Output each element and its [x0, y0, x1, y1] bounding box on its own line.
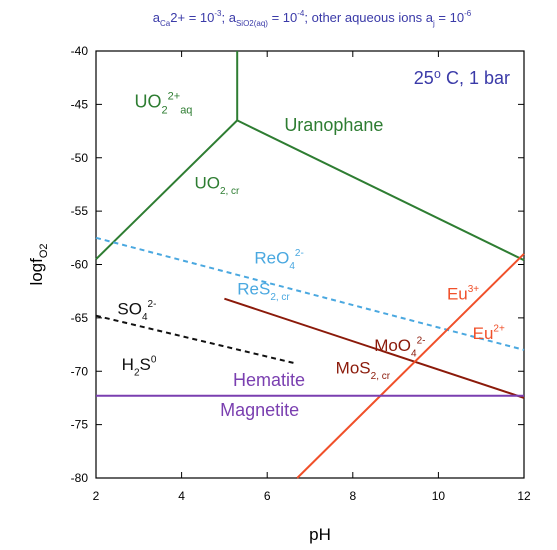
label-h2s-part: 0 [151, 355, 157, 366]
diagram-header-part: = 10 [435, 10, 464, 25]
x-tick-label: 12 [517, 489, 531, 503]
label-uo2aq-part: UO [135, 92, 162, 112]
label-uo2aq-part: 2+ [168, 90, 181, 102]
label-uranophane-part: Uranophane [284, 115, 383, 135]
label-hematite-part: Hematite [233, 370, 305, 390]
label-mos2: MoS2, cr [336, 358, 391, 381]
y-tick-label: -55 [71, 204, 89, 218]
label-moo4-part: 2- [417, 335, 426, 346]
label-eu3: Eu3+ [447, 284, 479, 304]
label-magnetite: Magnetite [220, 400, 299, 420]
boundary-so4-h2s [95, 314, 298, 365]
x-tick-label: 4 [178, 489, 185, 503]
label-res2-part: 2, cr [270, 292, 290, 303]
diagram-header-part: j [432, 19, 435, 28]
label-hematite: Hematite [233, 370, 305, 390]
diagram-header-part: ; other aqueous ions a [304, 10, 433, 25]
boundary-reo4-res2 [95, 236, 525, 351]
label-moo4-part: 4 [411, 348, 417, 359]
y-tick-label: -40 [71, 44, 89, 58]
label-so4-part: 2- [148, 299, 157, 310]
boundary-moo4-mos2 [224, 297, 525, 399]
label-uo2aq: UO22+ aq [135, 90, 193, 116]
x-tick-label: 8 [349, 489, 356, 503]
y-tick-label: -60 [71, 258, 89, 272]
label-eu2-part: Eu [473, 324, 494, 343]
label-h2s-part: 2 [134, 368, 140, 379]
y-tick-label: -75 [71, 418, 89, 432]
label-uo2aq-part: aq [180, 104, 192, 116]
label-h2s-part: H [122, 355, 134, 374]
label-uranophane: Uranophane [284, 115, 383, 135]
label-h2s: H2S0 [122, 355, 157, 379]
y-tick-label: -50 [71, 151, 89, 165]
diagram-header: aCa2+ = 10-3; aSiO2(aq) = 10-4; other aq… [153, 9, 472, 28]
label-uo2cr-part: UO [194, 174, 220, 193]
x-tick-label: 6 [264, 489, 271, 503]
boundary-uo2cr-uranophane [236, 119, 525, 262]
y-axis-label-main: logf [27, 258, 46, 286]
label-reo4-part: 2- [295, 248, 304, 259]
label-uo2cr-part: 2, cr [220, 186, 240, 197]
label-so4: SO42- [117, 299, 156, 323]
y-axis-label-sub: O2 [38, 243, 50, 258]
label-moo4: MoO42- [374, 335, 425, 359]
y-tick-label: -80 [71, 471, 89, 485]
x-tick-label: 2 [93, 489, 100, 503]
diagram-header-part: SiO2(aq) [236, 19, 268, 28]
label-res2-part: ReS [237, 279, 270, 298]
y-tick-label: -70 [71, 364, 89, 378]
label-eu2-part: 2+ [493, 324, 505, 335]
diagram-header-part: ; a [221, 10, 236, 25]
label-res2: ReS2, cr [237, 279, 290, 302]
diagram-header-part: Ca [160, 19, 171, 28]
diagram-header-part: -4 [297, 9, 305, 18]
diagram-header-part: = 10 [268, 10, 297, 25]
y-axis-label: logfO2 [27, 243, 50, 285]
label-reo4: ReO42- [254, 248, 303, 272]
label-eu3-part: 3+ [468, 284, 480, 295]
axes-layer: 2 4 6 8 10 12 -40 -45 -50 -55 -60 -65 -70 -75 -80 pH log… [27, 44, 531, 544]
diagram-header-part: a [153, 10, 161, 25]
label-reo4-part: ReO [254, 248, 289, 267]
label-uo2cr: UO2, cr [194, 174, 240, 197]
label-moo4-part: MoO [374, 336, 411, 355]
diagram-header-part: -3 [214, 9, 222, 18]
diagram-header-part: 2+ [170, 10, 185, 25]
label-magnetite-part: Magnetite [220, 400, 299, 420]
label-eu2: Eu2+ [473, 324, 505, 344]
x-tick-label: 10 [432, 489, 446, 503]
label-reo4-part: 4 [289, 261, 295, 272]
diagram-header-part: -6 [464, 9, 472, 18]
boundary-uo2aq-uo2cr [95, 119, 238, 260]
label-so4-part: SO [117, 300, 142, 319]
label-so4-part: 4 [142, 312, 148, 323]
y-tick-label: -65 [71, 311, 89, 325]
label-eu3-part: Eu [447, 285, 468, 304]
boundary-eu3-eu2 [296, 253, 525, 479]
label-mos2-part: 2, cr [371, 371, 391, 382]
conditions-label: 25⁰ C, 1 bar [414, 68, 510, 88]
boundary-lines [95, 51, 525, 479]
diagram-header-part: = 10 [185, 10, 214, 25]
label-mos2-part: MoS [336, 358, 371, 377]
x-axis-label: pH [309, 525, 331, 544]
y-tick-label: -45 [71, 97, 89, 111]
label-h2s-part: S [140, 355, 151, 374]
title-layer: aCa2+ = 10-3; aSiO2(aq) = 10-4; other aq… [153, 9, 472, 28]
label-uo2aq-part: 2 [162, 104, 168, 116]
